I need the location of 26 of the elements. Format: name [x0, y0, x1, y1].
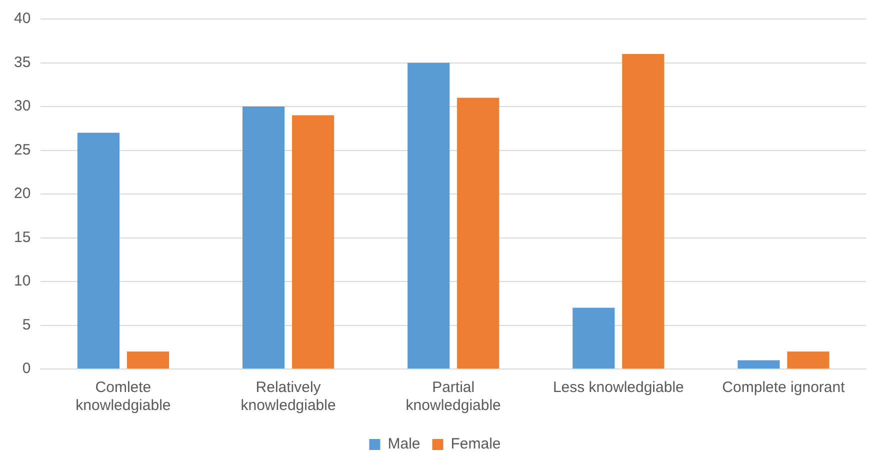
y-tick-label: 0 — [22, 360, 31, 378]
y-tick-label: 25 — [14, 141, 31, 158]
bar — [292, 115, 334, 368]
bar — [622, 54, 664, 368]
y-tick-label: 40 — [14, 10, 31, 28]
x-tick-label: Complete ignorant — [722, 379, 846, 396]
bar — [738, 360, 780, 368]
bar — [77, 132, 120, 368]
bar — [242, 106, 285, 368]
bar — [457, 98, 500, 368]
y-tick-label: 15 — [14, 228, 31, 246]
x-tick-label: Relatively knowledgiable — [240, 379, 336, 414]
y-tick-label: 20 — [14, 185, 31, 202]
x-tick-label: Partial knowledgiable — [406, 379, 501, 414]
x-tick-label: Comlete knowledgiable — [76, 379, 171, 414]
x-tick-label: Less knowledgiable — [552, 379, 684, 396]
bar — [787, 352, 830, 368]
legend-label: Male — [388, 436, 420, 453]
y-tick-label: 30 — [14, 98, 31, 115]
y-tick-label: 35 — [14, 54, 31, 71]
bar — [572, 308, 615, 368]
bar — [408, 62, 450, 368]
bar — [126, 352, 170, 368]
legend-label: Female — [450, 436, 501, 453]
y-tick-label: 10 — [14, 272, 31, 290]
y-tick-label: 5 — [22, 316, 31, 334]
